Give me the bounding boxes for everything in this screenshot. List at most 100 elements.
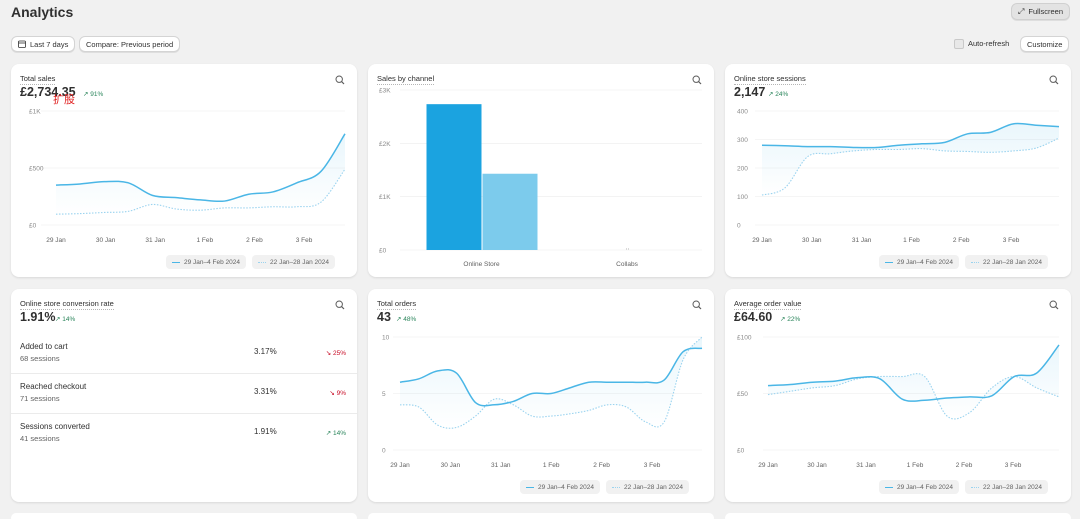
y-tick-label: 0 xyxy=(382,448,386,455)
legend-previous[interactable]: 22 Jan–28 Jan 2024 xyxy=(965,255,1048,269)
compare-label: Compare: Previous period xyxy=(86,39,174,49)
y-tick-label: £100 xyxy=(737,335,752,342)
legend-current-label: 29 Jan–4 Feb 2024 xyxy=(897,258,954,266)
change-value: 24% xyxy=(775,91,789,98)
x-tick-label: 29 Jan xyxy=(758,462,778,469)
card-value: £64.60 xyxy=(734,310,773,324)
row-label: Sessions converted xyxy=(20,422,90,431)
average-order-value-card[interactable]: Average order value £64.60 ↗ 22% £100 £50… xyxy=(725,289,1071,502)
legend-current[interactable]: 29 Jan–4 Feb 2024 xyxy=(879,255,960,269)
series-line-current xyxy=(55,133,346,203)
total-orders-card[interactable]: Total orders 43 ↗ 48% 10 5 0 29 Jan 30 Jan 31… xyxy=(368,289,714,502)
zoom-icon[interactable] xyxy=(335,300,345,310)
line-chart: £1K £500 £0 29 Jan 30 Jan 31 Jan 1 Feb 2 Feb 3 F… xyxy=(29,109,346,244)
zoom-icon[interactable] xyxy=(1049,300,1059,310)
y-tick-label: 0 xyxy=(737,223,741,230)
calendar-icon xyxy=(18,40,26,48)
x-tick-label: 3 Feb xyxy=(1005,462,1022,469)
card-value: 2,147 xyxy=(734,85,766,99)
bar-chart: £3K £2K £1K £0 Online Store Collabs xyxy=(379,88,702,268)
x-tick-label: 1 Feb xyxy=(907,462,924,469)
row-percent: 3.17% xyxy=(254,347,277,356)
sales-by-channel-card[interactable]: Sales by channel £3K £2K £1K £0 Online Store… xyxy=(368,64,714,277)
bar xyxy=(628,248,629,250)
row-change: ↘ 9% xyxy=(329,389,346,397)
bar xyxy=(482,173,538,250)
zoom-icon[interactable] xyxy=(692,300,702,310)
date-range-button[interactable]: Last 7 days xyxy=(11,36,76,52)
legend-previous-label: 22 Jan–28 Jan 2024 xyxy=(624,483,683,491)
y-tick-label: £500 xyxy=(29,166,44,173)
y-tick-label: £0 xyxy=(29,223,37,230)
card-change: ↗ 22% xyxy=(780,315,800,323)
row-percent: 3.31% xyxy=(254,387,277,396)
y-tick-label: £3K xyxy=(379,88,391,95)
legend-current[interactable]: 29 Jan–4 Feb 2024 xyxy=(520,480,601,494)
y-tick-label: 400 xyxy=(737,109,748,116)
sessions-card[interactable]: Online store sessions 2,147 ↗ 24% 400 300… xyxy=(725,64,1071,277)
zoom-icon[interactable] xyxy=(1049,75,1059,85)
y-tick-label: £50 xyxy=(737,391,748,398)
card-title: Average order value xyxy=(734,299,802,310)
x-tick-label: Online Store xyxy=(463,261,500,268)
legend-previous[interactable]: 22 Jan–28 Jan 2024 xyxy=(606,480,689,494)
x-tick-label: 2 Feb xyxy=(953,237,970,244)
line-chart: 10 5 0 29 Jan 30 Jan 31 Jan 1 Feb 2 Feb 3 Feb xyxy=(382,335,703,469)
compare-button[interactable]: Compare: Previous period xyxy=(79,36,181,52)
series-line-previous xyxy=(399,336,703,429)
expand-icon: ⤢ xyxy=(1018,6,1025,16)
fullscreen-button[interactable]: ⤢ Fullscreen xyxy=(1011,3,1071,20)
series-band xyxy=(400,337,702,429)
arrow-up-icon: ↗ xyxy=(325,430,332,437)
row-sessions: 41 sessions xyxy=(20,434,60,443)
x-tick-label: 1 Feb xyxy=(196,237,213,244)
legend-previous[interactable]: 22 Jan–28 Jan 2024 xyxy=(965,480,1048,494)
series-line-current xyxy=(761,122,1060,149)
conversion-row: Added to cart 68 sessions 3.17% ↘ 25% xyxy=(11,334,357,374)
zoom-icon[interactable] xyxy=(335,75,345,85)
arrow-up-icon: ↗ xyxy=(55,316,61,323)
legend-current-label: 29 Jan–4 Feb 2024 xyxy=(184,258,241,266)
x-tick-label: 30 Jan xyxy=(96,237,116,244)
arrow-up-icon: ↗ xyxy=(768,91,774,98)
x-tick-label: 30 Jan xyxy=(807,462,827,469)
y-tick-label: 300 xyxy=(737,137,748,144)
change-value: 48% xyxy=(403,316,417,323)
arrow-up-icon: ↗ xyxy=(780,316,786,323)
x-tick-label: 30 Jan xyxy=(441,462,461,469)
x-tick-label: 1 Feb xyxy=(543,462,560,469)
card-change: ↗ 14% xyxy=(55,315,75,323)
card-change: ↗ 48% xyxy=(396,315,416,323)
chart-legend: 29 Jan–4 Feb 2024 22 Jan–28 Jan 2024 xyxy=(520,480,689,494)
zoom-icon[interactable] xyxy=(692,75,702,85)
series-band xyxy=(768,344,1059,419)
card-stub xyxy=(725,513,1071,519)
legend-current[interactable]: 29 Jan–4 Feb 2024 xyxy=(879,480,960,494)
customize-label: Customize xyxy=(1027,39,1063,49)
change-value: 25% xyxy=(332,350,346,357)
legend-previous[interactable]: 22 Jan–28 Jan 2024 xyxy=(252,255,335,269)
x-tick-label: 29 Jan xyxy=(390,462,410,469)
y-tick-label: £0 xyxy=(737,448,745,455)
y-tick-label: 200 xyxy=(737,166,748,173)
x-tick-label: 31 Jan xyxy=(491,462,511,469)
row-percent: 1.91% xyxy=(254,427,277,436)
x-tick-label: 3 Feb xyxy=(1003,237,1020,244)
customize-button[interactable]: Customize xyxy=(1020,36,1070,52)
autorefresh-checkbox[interactable] xyxy=(954,39,964,49)
series-band xyxy=(762,123,1059,196)
row-sessions: 68 sessions xyxy=(20,354,60,363)
row-label: Reached checkout xyxy=(20,382,87,391)
legend-current-label: 29 Jan–4 Feb 2024 xyxy=(897,483,954,491)
y-tick-label: £2K xyxy=(379,141,391,148)
y-tick-label: 10 xyxy=(382,335,390,342)
series-line-previous xyxy=(761,137,1060,196)
legend-current[interactable]: 29 Jan–4 Feb 2024 xyxy=(166,255,247,269)
conversion-card[interactable]: Online store conversion rate 1.91% ↗ 14%… xyxy=(11,289,357,502)
autorefresh-label: Auto-refresh xyxy=(968,39,1010,48)
total-sales-card[interactable]: Total sales £2,734.35 ↗ 91% 扩股 £1K £500 £0… xyxy=(11,64,357,277)
series-line-previous xyxy=(55,168,346,215)
x-tick-label: 31 Jan xyxy=(856,462,876,469)
row-sessions: 71 sessions xyxy=(20,394,60,403)
change-value: 14% xyxy=(332,430,346,437)
